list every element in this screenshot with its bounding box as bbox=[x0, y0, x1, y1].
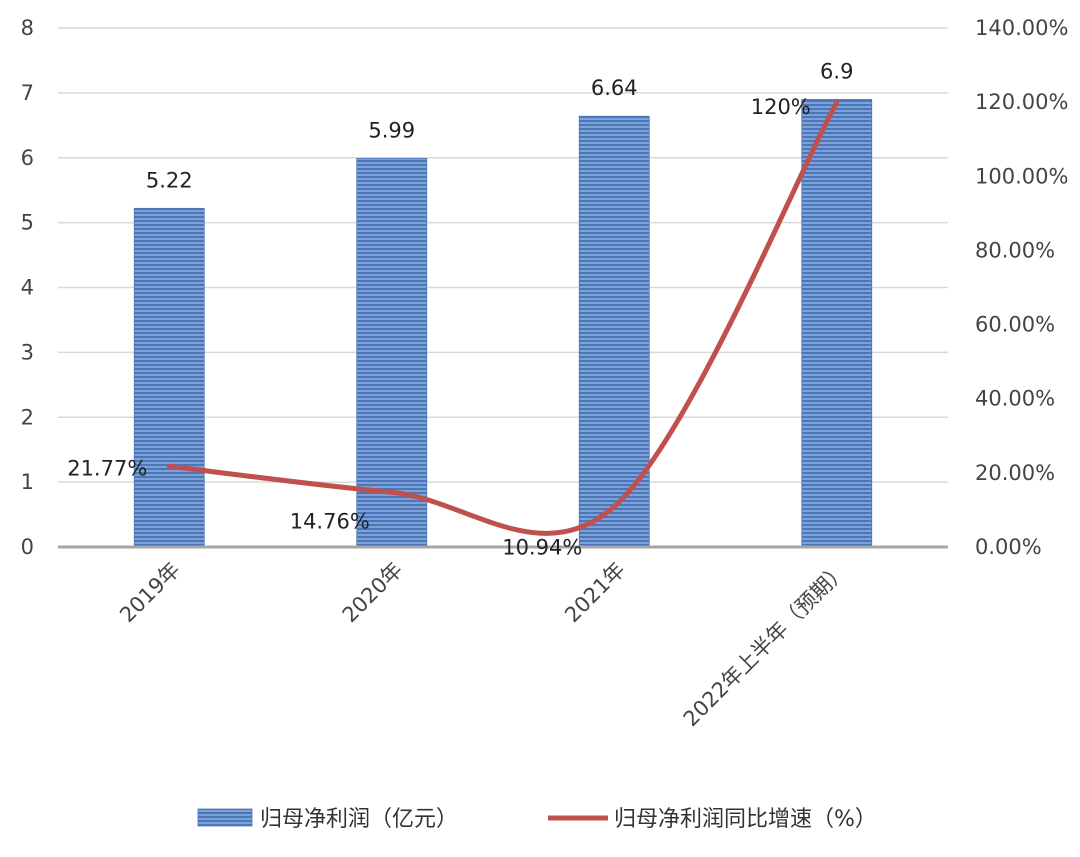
y-right-tick-label: 60.00% bbox=[975, 313, 1055, 337]
bar-series bbox=[133, 98, 873, 548]
y-axis-right: 0.00% 20.00% 40.00% 60.00% 80.00% 100.00% 120.… bbox=[975, 16, 1068, 559]
bar-data-label: 6.9 bbox=[820, 59, 853, 83]
y-left-tick-label: 6 bbox=[21, 146, 34, 170]
line-data-label: 14.76% bbox=[290, 509, 370, 533]
y-right-tick-label: 80.00% bbox=[975, 238, 1055, 262]
x-category-label: 2021年 bbox=[560, 558, 630, 628]
data-labels: 5.22 5.99 6.64 6.9 21.77% 14.76% 10.94% 120% bbox=[67, 59, 853, 559]
growth-line bbox=[166, 99, 840, 536]
y-left-tick-label: 2 bbox=[21, 405, 34, 429]
legend-swatch-bar bbox=[197, 808, 253, 827]
y-axis-left: 0 1 2 3 4 5 6 7 8 bbox=[21, 16, 34, 559]
y-right-tick-label: 40.00% bbox=[975, 387, 1055, 411]
y-left-tick-label: 5 bbox=[21, 211, 34, 235]
bar-data-label: 5.22 bbox=[146, 168, 193, 192]
y-right-tick-label: 100.00% bbox=[975, 164, 1068, 188]
line-data-label: 10.94% bbox=[502, 535, 582, 559]
y-right-tick-label: 140.00% bbox=[975, 16, 1068, 40]
bar bbox=[801, 98, 873, 548]
y-left-tick-label: 1 bbox=[21, 470, 34, 494]
x-category-label: 2022年上半年（预期） bbox=[679, 558, 853, 732]
line-series bbox=[166, 99, 840, 536]
line-data-label: 120% bbox=[751, 95, 811, 119]
x-category-label: 2020年 bbox=[338, 558, 408, 628]
legend: 归母净利润（亿元） 归母净利润同比增速（%） bbox=[197, 807, 877, 832]
x-category-label: 2019年 bbox=[115, 558, 185, 628]
y-right-tick-label: 120.00% bbox=[975, 90, 1068, 114]
line-data-label: 21.77% bbox=[67, 456, 147, 480]
y-right-tick-label: 0.00% bbox=[975, 535, 1042, 559]
bar bbox=[356, 157, 428, 548]
y-left-tick-label: 0 bbox=[21, 535, 34, 559]
y-left-tick-label: 8 bbox=[21, 16, 34, 40]
x-axis-categories: 2019年 2020年 2021年 2022年上半年（预期） bbox=[115, 558, 852, 732]
y-left-tick-label: 4 bbox=[21, 276, 34, 300]
legend-label-line: 归母净利润同比增速（%） bbox=[614, 807, 877, 832]
bar-data-label: 6.64 bbox=[591, 76, 638, 100]
bar bbox=[578, 115, 650, 548]
bar-data-label: 5.99 bbox=[368, 118, 415, 142]
y-left-tick-label: 3 bbox=[21, 340, 34, 364]
y-right-tick-label: 20.00% bbox=[975, 461, 1055, 485]
gridlines bbox=[58, 27, 948, 483]
legend-label-bar: 归母净利润（亿元） bbox=[260, 807, 458, 832]
bar bbox=[133, 207, 205, 548]
y-left-tick-label: 7 bbox=[21, 81, 34, 105]
